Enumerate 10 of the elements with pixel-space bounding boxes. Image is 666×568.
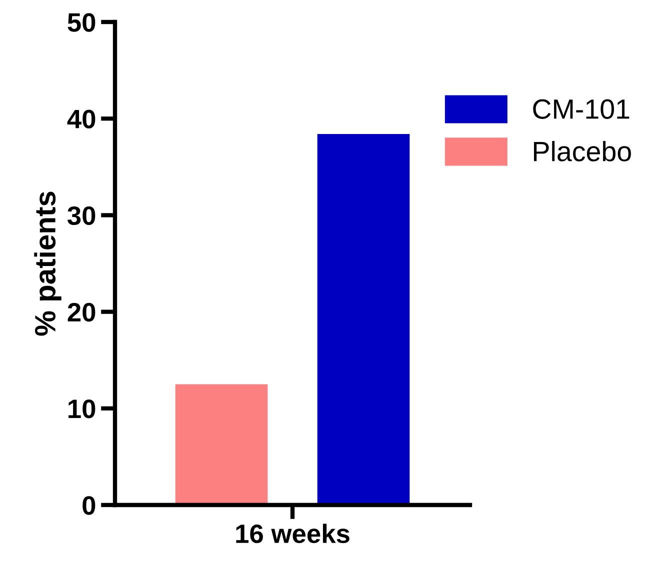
y-tick-label: 20 bbox=[68, 302, 96, 322]
y-tick-label: 0 bbox=[82, 496, 96, 515]
y-axis-title: % patients bbox=[34, 192, 62, 336]
y-tick-label: 30 bbox=[68, 206, 96, 226]
y-tick-label: 50 bbox=[68, 13, 96, 32]
y-tick-label: 10 bbox=[68, 400, 96, 418]
y-tick-label: 40 bbox=[67, 110, 96, 128]
x-tick-label: 16 weeks bbox=[236, 524, 350, 544]
legend-label: Placebo bbox=[534, 140, 631, 162]
legend-label: CM-101 bbox=[533, 99, 630, 119]
